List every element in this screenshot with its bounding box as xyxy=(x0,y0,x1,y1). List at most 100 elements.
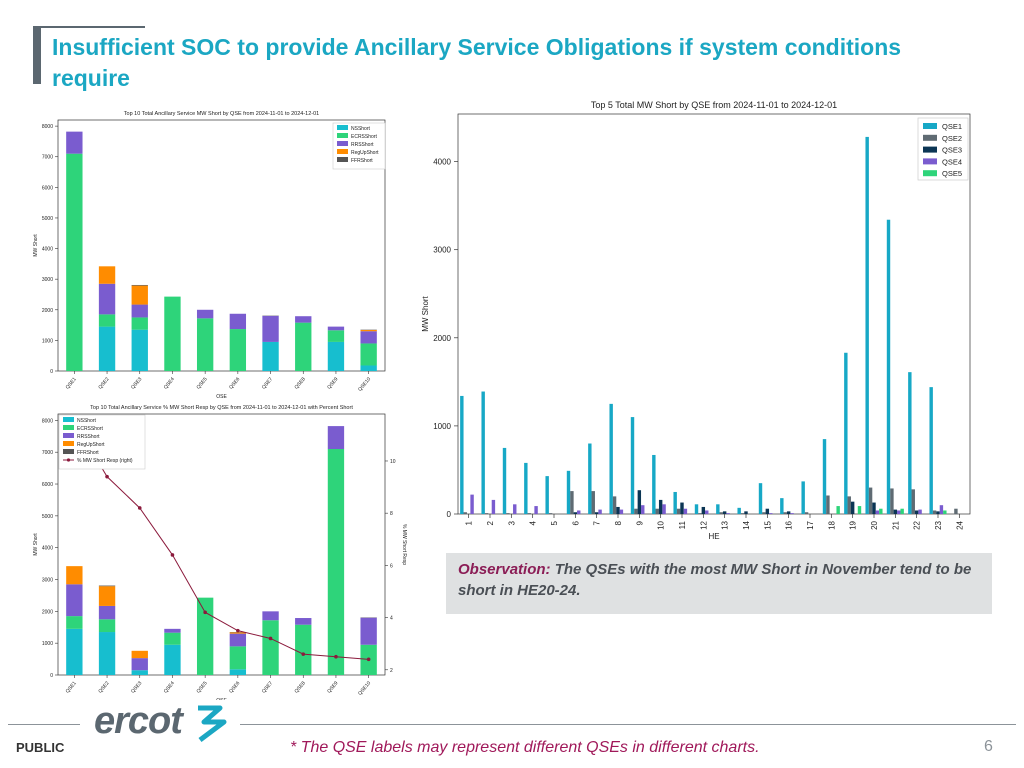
x-tick-label: QSE9 xyxy=(326,680,339,694)
legend-label: RRSShort xyxy=(351,142,374,148)
bar-RRSShort-QSE2 xyxy=(98,283,116,315)
y-tick-label: 4000 xyxy=(42,546,53,552)
pct-point-QSE10 xyxy=(366,657,371,662)
bar-NSShort-QSE10 xyxy=(360,365,377,371)
footer-rule-left xyxy=(8,724,80,725)
bar-QSE4-HE15 xyxy=(769,513,773,514)
y-tick-label: 0 xyxy=(50,369,53,375)
bar-QSE2-HE13 xyxy=(719,512,723,514)
x-tick-label: QSE6 xyxy=(228,680,241,694)
x-tick-label: 4 xyxy=(529,520,538,525)
bar-RRSShort-QSE6 xyxy=(229,633,247,647)
bar-QSE4-HE20 xyxy=(875,510,880,514)
legend-swatch-ECRSShort xyxy=(337,133,348,138)
bar-QSE1-HE2 xyxy=(481,391,485,514)
bar-NSShort-QSE6 xyxy=(229,669,247,675)
bar-RegUpShort-QSE2 xyxy=(98,586,116,606)
y-tick-label: 1000 xyxy=(42,641,53,647)
bar-ECRSShort-QSE8 xyxy=(295,624,312,675)
title-accent-rule xyxy=(33,26,145,28)
y2-tick-label: 10 xyxy=(390,459,396,465)
y-tick-label: 7000 xyxy=(42,450,53,456)
bar-NSShort-QSE3 xyxy=(131,329,148,371)
observation-text: The QSEs with the most MW Short in Novem… xyxy=(458,561,972,599)
page-number: 6 xyxy=(984,738,993,755)
bar-ECRSShort-QSE9 xyxy=(327,449,345,675)
bar-NSShort-QSE4 xyxy=(164,644,181,675)
x-tick-label: 6 xyxy=(571,520,580,525)
legend-swatch-QSE3 xyxy=(923,146,937,153)
x-tick-label: QSE2 xyxy=(97,376,110,390)
bar-RRSShort-QSE2 xyxy=(98,605,116,620)
slide-title: Insufficient SOC to provide Ancillary Se… xyxy=(52,34,902,91)
bar-QSE3-HE22 xyxy=(914,510,919,514)
bar-QSE4-HE10 xyxy=(662,504,666,514)
legend-swatch-QSE4 xyxy=(923,158,937,165)
bar-RRSShort-QSE5 xyxy=(196,309,214,319)
bar-RRSShort-QSE7 xyxy=(262,315,279,342)
y2-axis-label: % MW Short Resp xyxy=(401,524,407,565)
bar-RegUpShort-QSE2 xyxy=(98,266,116,284)
legend-swatch-RegUpShort xyxy=(337,149,348,154)
bar-ECRSShort-QSE8 xyxy=(295,322,312,371)
bar-QSE1-HE11 xyxy=(673,491,677,514)
bar-QSE1-HE6 xyxy=(566,470,571,514)
x-tick-label: QSE3 xyxy=(130,680,143,694)
bar-QSE2-HE9 xyxy=(634,508,638,514)
x-tick-label: QSE9 xyxy=(326,376,339,390)
bar-QSE1-HE21 xyxy=(886,219,891,514)
x-axis-label: QSE xyxy=(216,698,227,700)
x-tick-label: QSE1 xyxy=(65,376,78,390)
y-tick-label: 6000 xyxy=(42,482,53,488)
bar-QSE1-HE15 xyxy=(758,483,763,514)
bar-QSE3-HE19 xyxy=(850,501,855,514)
y2-tick-label: 8 xyxy=(390,511,393,517)
bar-QSE2-HE21 xyxy=(890,488,894,514)
bar-ECRSShort-QSE10 xyxy=(360,343,377,366)
x-tick-label: 16 xyxy=(785,520,794,529)
bar-QSE2-HE10 xyxy=(655,508,659,514)
bar-QSE3-HE6 xyxy=(573,512,578,514)
x-tick-label: 17 xyxy=(806,520,815,529)
bar-QSE3-HE9 xyxy=(637,490,642,514)
bar-RegUpShort-QSE10 xyxy=(360,329,377,332)
bar-QSE2-HE1 xyxy=(463,512,467,514)
x-tick-label: QSE4 xyxy=(163,376,176,390)
y-tick-label: 8000 xyxy=(42,124,53,130)
legend-label: % MW Short Resp (right) xyxy=(77,458,133,464)
bar-ECRSShort-QSE6 xyxy=(229,646,247,670)
bar-ECRSShort-QSE2 xyxy=(98,619,116,633)
x-tick-label: 1 xyxy=(465,520,474,525)
x-tick-label: 9 xyxy=(635,520,644,525)
x-tick-label: 13 xyxy=(721,520,730,529)
bar-QSE1-HE12 xyxy=(694,504,699,514)
y2-tick-label: 6 xyxy=(390,563,393,569)
x-tick-label: 12 xyxy=(699,520,708,529)
legend-swatch-NSShort xyxy=(337,125,348,130)
bar-QSE2-HE17 xyxy=(804,512,809,514)
bar-QSE1-HE4 xyxy=(524,462,528,514)
bar-QSE1-HE14 xyxy=(737,507,741,514)
legend-swatch-RRSShort xyxy=(337,141,348,146)
y-axis-label: MW Short xyxy=(33,533,39,556)
bar-RRSShort-QSE10 xyxy=(360,617,377,645)
bar-QSE2-HE22 xyxy=(911,489,915,514)
chart-pct-mw-short-resp: Top 10 Total Ancillary Service % MW Shor… xyxy=(33,405,407,700)
bar-QSE1-HE19 xyxy=(844,352,848,514)
legend-swatch-ECRSShort xyxy=(63,425,74,430)
x-axis-label: QSE xyxy=(216,394,227,398)
bar-QSE1-HE22 xyxy=(908,372,912,514)
bar-RRSShort-QSE3 xyxy=(131,658,148,671)
pct-point-QSE4 xyxy=(170,553,175,557)
bar-QSE2-HE7 xyxy=(591,491,595,514)
bar-ECRSShort-QSE5 xyxy=(196,318,214,371)
legend-swatch-FFRShort xyxy=(63,449,74,454)
bar-NSShort-QSE1 xyxy=(66,628,83,675)
bar-QSE4-HE1 xyxy=(470,494,474,514)
x-tick-label: QSE3 xyxy=(130,376,143,390)
bar-QSE4-HE7 xyxy=(598,509,602,514)
legend-label: RegUpShort xyxy=(77,442,105,448)
pct-point-QSE9 xyxy=(334,654,338,659)
bar-RRSShort-QSE8 xyxy=(295,316,312,323)
y-tick-label: 5000 xyxy=(42,216,53,222)
